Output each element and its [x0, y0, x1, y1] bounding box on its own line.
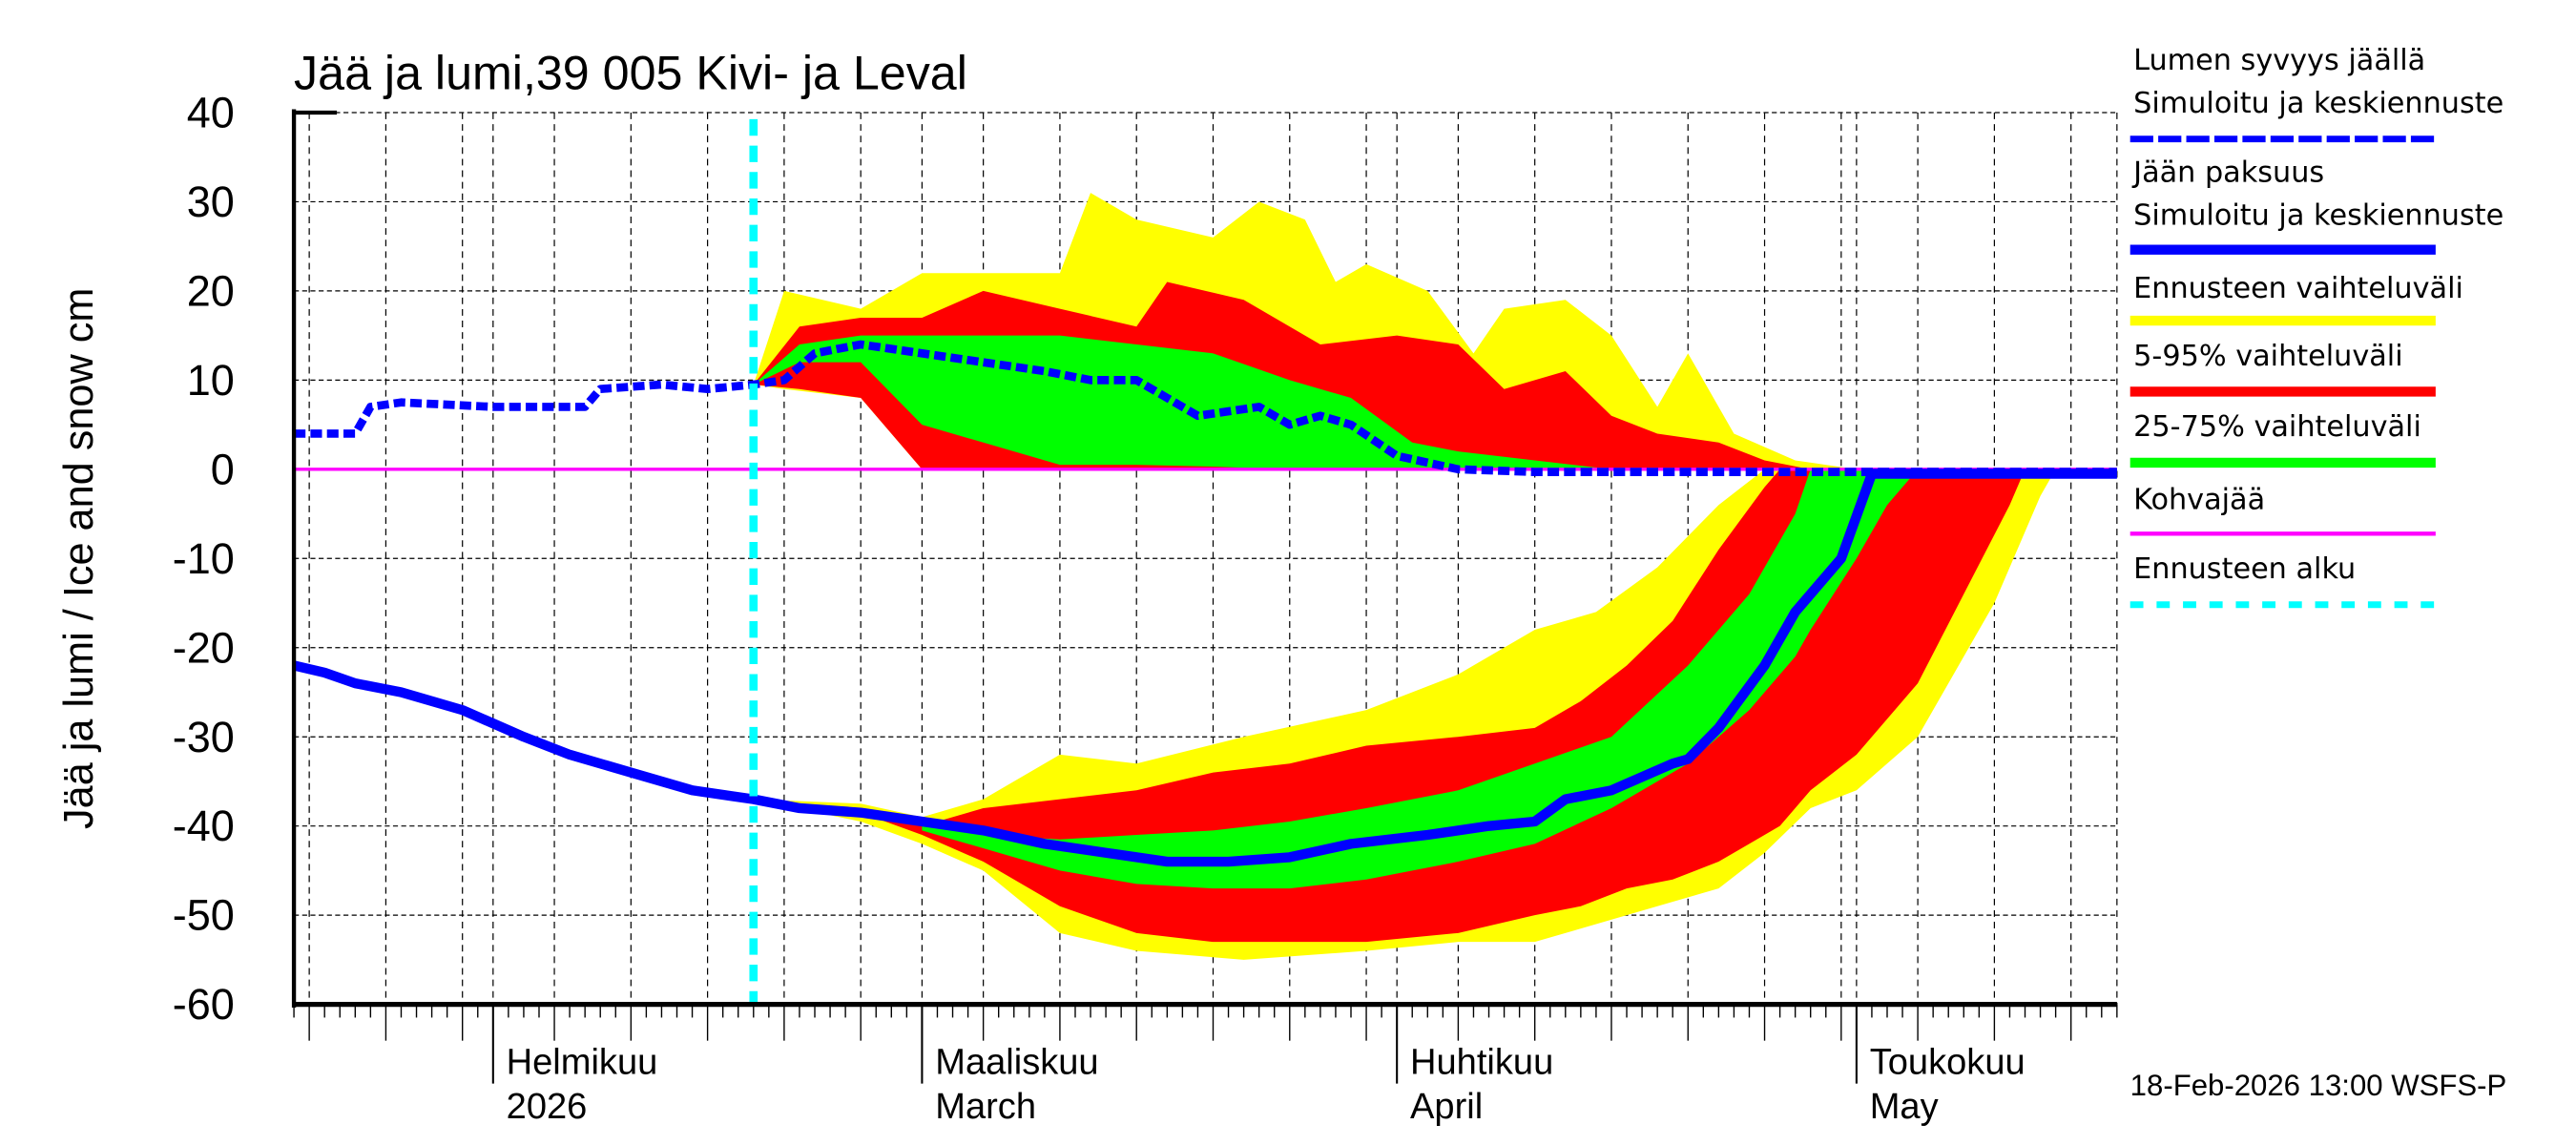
legend-label: Jään paksuus: [2131, 156, 2324, 190]
ice-thickness-line: [292, 468, 2117, 867]
month-label-fi: Huhtikuu: [1410, 1042, 1553, 1082]
month-label-fi: Toukokuu: [1870, 1042, 2025, 1082]
month-label-en: 2026: [507, 1087, 588, 1127]
legend-sublabel: Simuloitu ja keskiennuste: [2133, 199, 2503, 233]
y-axis-label: Jää ja lumi / Ice and snow cm: [56, 288, 102, 829]
y-tick-label: -30: [173, 713, 235, 761]
axes: 40 30 20 10 0 -10 -20 -30 -40 -50 -60 Helmikuu 2026 M…: [173, 89, 2118, 1127]
y-tick-label: -10: [173, 534, 235, 583]
legend: Lumen syvyys jäällä Simuloitu ja keskienn…: [2129, 44, 2503, 609]
legend-label: 25-75% vaihteluväli: [2133, 410, 2421, 444]
y-tick-label: -20: [173, 623, 235, 672]
month-label-en: April: [1410, 1087, 1483, 1127]
legend-label: 5-95% vaihteluväli: [2133, 340, 2402, 373]
bands: [753, 193, 2056, 960]
y-tick-label: 10: [187, 356, 235, 405]
ice-range-25-75-band: [922, 468, 1919, 889]
month-label-en: May: [1870, 1087, 1939, 1127]
y-tick-label: -50: [173, 891, 235, 940]
snow-depth-line: [294, 340, 2117, 476]
y-tick-label: 0: [211, 445, 235, 493]
legend-label: Lumen syvyys jäällä: [2133, 44, 2425, 77]
legend-label: Ennusteen alku: [2133, 552, 2356, 586]
y-tick-label: -60: [173, 980, 235, 1029]
y-tick-label: 30: [187, 177, 235, 226]
y-tick-label: 40: [187, 89, 235, 137]
month-label-fi: Helmikuu: [507, 1042, 658, 1082]
month-label-fi: Maaliskuu: [935, 1042, 1098, 1082]
chart-title: Jää ja lumi,39 005 Kivi- ja Leval: [294, 47, 967, 100]
legend-sublabel: Simuloitu ja keskiennuste: [2133, 87, 2503, 120]
footer-timestamp: 18-Feb-2026 13:00 WSFS-P: [2130, 1069, 2507, 1102]
y-tick-label: -40: [173, 802, 235, 850]
legend-label: Ennusteen vaihteluväli: [2133, 272, 2463, 305]
legend-label: Kohvajää: [2133, 483, 2265, 516]
month-label-en: March: [935, 1087, 1036, 1127]
ice-range-5-95-band: [861, 468, 2025, 943]
y-tick-label: 20: [187, 266, 235, 315]
lines: [292, 118, 2117, 1005]
